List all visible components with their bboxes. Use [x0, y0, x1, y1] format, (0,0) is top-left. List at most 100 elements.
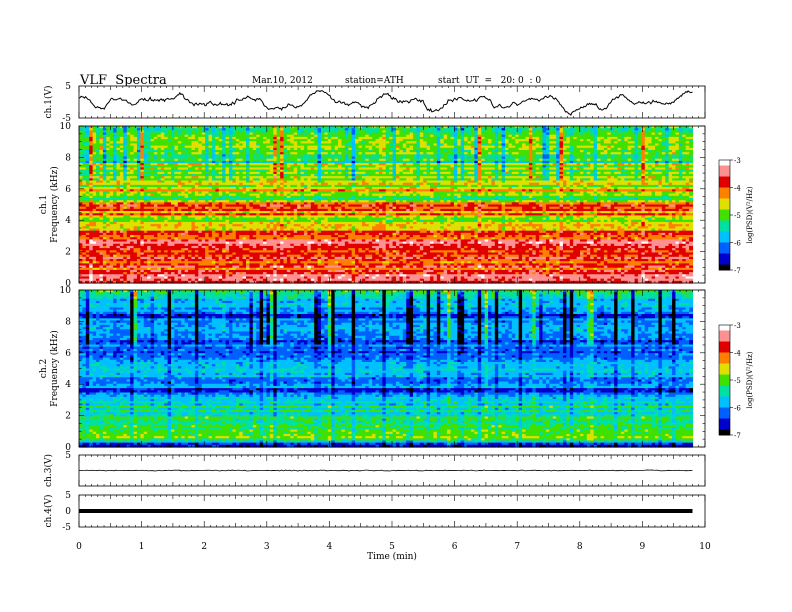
ch1-spectrogram-cell — [89, 136, 94, 140]
ch1-spectrogram-cell — [177, 126, 182, 129]
ch1-spectrogram-cell — [433, 156, 438, 160]
ch1-spectrogram-cell — [614, 143, 619, 147]
ch1-spectrogram-cell — [607, 126, 612, 129]
ch1-spectrogram-cell — [303, 158, 308, 162]
ch1-spectrogram-cell — [355, 145, 360, 149]
ch1-spectrogram-cell — [392, 134, 397, 138]
ch1-spectrogram-cell — [607, 141, 612, 145]
ch1-spectrogram-cell — [678, 139, 683, 142]
ch1-spectrogram-cell — [102, 132, 107, 136]
ch1-spectrogram-cell — [593, 136, 598, 140]
ch1-spectrogram-cell — [477, 130, 482, 134]
ch1-spectrogram-cell — [586, 136, 591, 140]
ch1-spectrogram-cell — [617, 126, 622, 129]
ch1-spectrogram-cell — [273, 156, 278, 160]
ch1-spectrogram-cell — [491, 154, 496, 158]
ch1-spectrogram-cell — [228, 139, 233, 142]
ch1-spectrogram-cell — [239, 126, 244, 129]
ch1-spectrogram-cell — [375, 143, 380, 147]
ch1-spectrogram-cell — [218, 152, 223, 155]
ch1-spectrogram-cell — [361, 149, 366, 153]
ch1-spectrogram-cell — [453, 143, 458, 147]
ch1-spectrogram-cell — [293, 136, 298, 140]
ch1-spectrogram-cell — [191, 143, 196, 147]
ch1-spectrogram-cell — [194, 160, 199, 164]
ch1-spectrogram-cell — [672, 132, 677, 136]
ch1-spectrogram-cell — [130, 147, 135, 151]
ch1-spectrogram-cell — [648, 132, 653, 136]
ch1-spectrogram-cell — [511, 132, 516, 136]
ch1-spectrogram-cell — [355, 152, 360, 155]
ch1-spectrogram-cell — [433, 143, 438, 147]
ch1-spectrogram-cell — [511, 130, 516, 134]
ch1-spectrogram-cell — [119, 130, 124, 134]
ch1-spectrogram-cell — [211, 147, 216, 151]
ch1-spectrogram-cell — [133, 158, 138, 162]
ch1-spectrogram-cell — [355, 141, 360, 145]
ch1-spectrogram-cell — [177, 136, 182, 140]
ch1-spectrogram-cell — [334, 139, 339, 142]
ch1-spectrogram-cell — [474, 152, 479, 155]
ch1-spectrogram-cell — [641, 147, 646, 151]
ch1-spectrogram-cell — [348, 147, 353, 151]
ch1-spectrogram-cell — [314, 143, 319, 147]
ch1-spectrogram-cell — [355, 147, 360, 151]
ch1-spectrogram-cell — [263, 126, 268, 129]
ch1-spectrogram-cell — [419, 126, 424, 129]
ch1-spectrogram-cell — [620, 130, 625, 134]
ch1-spectrogram-cell — [365, 156, 370, 160]
ch1-spectrogram-cell — [303, 134, 308, 138]
ch1-spectrogram-cell — [450, 152, 455, 155]
ch1-spectrogram-cell — [651, 154, 656, 158]
ch1-spectrogram-cell — [614, 139, 619, 142]
ch1-spectrogram-cell — [484, 128, 489, 131]
ch1-spectrogram-cell — [113, 147, 118, 151]
ch1-spectrogram-cell — [491, 130, 496, 134]
ch1-spectrogram-cell — [593, 132, 598, 136]
ch1-spectrogram-cell — [627, 132, 632, 136]
ch1-spectrogram-cell — [164, 136, 169, 140]
ch1-spectrogram-cell — [620, 132, 625, 136]
ch1-spectrogram-cell — [160, 128, 165, 131]
ch1-spectrogram-cell — [481, 158, 486, 162]
ch1-spectrogram-cell — [586, 145, 591, 149]
ch1-spectrogram-cell — [331, 128, 336, 131]
ch1-spectrogram-cell — [358, 143, 363, 147]
ch1-spectrogram-cell — [102, 130, 107, 134]
ch1-spectrogram-cell — [552, 134, 557, 138]
ch1-spectrogram-cell — [273, 134, 278, 138]
ch1-spectrogram-cell — [423, 136, 428, 140]
ch1-spectrogram-cell — [505, 154, 510, 158]
ch1-spectrogram-cell — [433, 158, 438, 162]
ch1-spectrogram-cell — [85, 136, 90, 140]
ch1-spectrogram-cell — [303, 147, 308, 151]
ch1-spectrogram-cell — [215, 160, 220, 164]
ch1-spectrogram-cell — [392, 136, 397, 140]
ch1-spectrogram-cell — [314, 136, 319, 140]
ch1-spectrogram-cell — [583, 130, 588, 134]
ch1-spectrogram-cell — [222, 139, 227, 142]
ch1-spectrogram-cell — [160, 143, 165, 147]
ch1-spectrogram-cell — [235, 132, 240, 136]
ch1-spectrogram-cell — [539, 152, 544, 155]
ch1-spectrogram-cell — [576, 145, 581, 149]
ch1-spectrogram-cell — [123, 160, 128, 164]
ch1-spectrogram-cell — [477, 156, 482, 160]
ch1-spectrogram-cell — [477, 134, 482, 138]
ch1-spectrogram-cell — [317, 128, 322, 131]
ch1-spectrogram-cell — [436, 126, 441, 129]
ch1-spectrogram-cell — [89, 156, 94, 160]
ch1-spectrogram-cell — [96, 136, 101, 140]
ch1-spectrogram-cell — [426, 132, 431, 136]
ch1-spectrogram-cell — [631, 132, 636, 136]
ch1-spectrogram-cell — [562, 126, 567, 129]
ch1-spectrogram-cell — [644, 141, 649, 145]
ch1-spectrogram-cell — [597, 130, 602, 134]
ch1-spectrogram-cell — [130, 156, 135, 160]
ch1-spectrogram-cell — [235, 156, 240, 160]
ch1-spectrogram-cell — [535, 158, 540, 162]
ch1-spectrogram-cell — [597, 126, 602, 129]
ch1-spectrogram-cell — [368, 141, 373, 145]
ch1-spectrogram-cell — [140, 141, 145, 145]
ch1-spectrogram-cell — [593, 149, 598, 153]
